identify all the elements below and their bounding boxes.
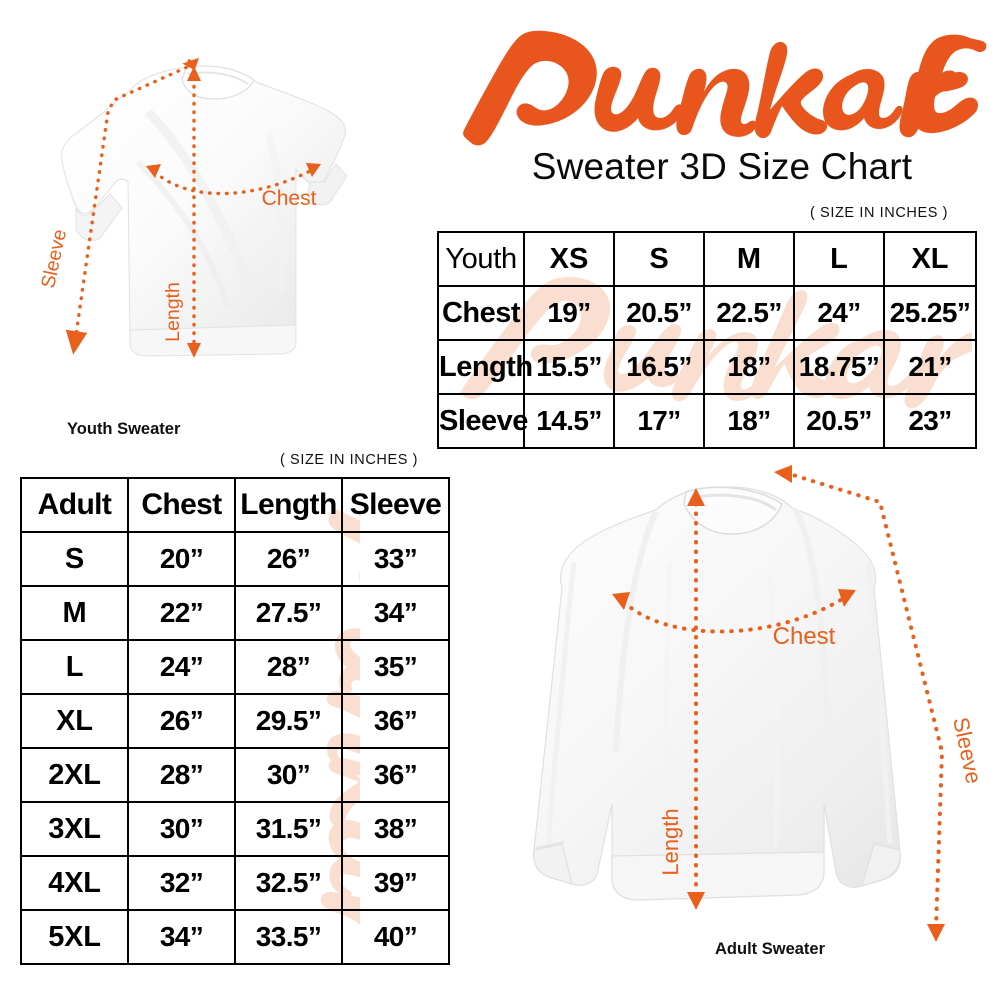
- adult-cell: 34”: [341, 585, 450, 641]
- table-row: 4XL 32” 32.5” 39”: [20, 855, 450, 911]
- youth-units-note: ( SIZE IN INCHES ): [810, 205, 949, 221]
- adult-garment-body: [533, 486, 901, 901]
- adult-row-label: 5XL: [20, 909, 129, 965]
- adult-cell: 38”: [341, 801, 450, 857]
- adult-cell: 29.5”: [234, 693, 343, 749]
- youth-sweater-caption: Youth Sweater: [67, 420, 181, 438]
- youth-cell: 19”: [523, 285, 615, 341]
- table-row: 2XL 28” 30” 36”: [20, 747, 450, 803]
- table-row: M 22” 27.5” 34”: [20, 585, 450, 641]
- youth-col-header: L: [793, 231, 885, 287]
- adult-cell: 32”: [127, 855, 236, 911]
- youth-corner-label: Youth: [437, 231, 525, 287]
- adult-sweater-figure: Length Chest Sleeve: [470, 452, 990, 942]
- adult-cell: 24”: [127, 639, 236, 695]
- table-row: Adult Chest Length Sleeve: [20, 477, 450, 533]
- youth-cell: 18”: [703, 393, 795, 449]
- adult-cell: 27.5”: [234, 585, 343, 641]
- page-title: Sweater 3D Size Chart: [531, 146, 913, 187]
- adult-sweater-caption: Adult Sweater: [715, 940, 826, 958]
- table-row: 3XL 30” 31.5” 38”: [20, 801, 450, 857]
- adult-cell: 28”: [234, 639, 343, 695]
- adult-cell: 33”: [341, 531, 450, 587]
- adult-cell: 30”: [234, 747, 343, 803]
- adult-row-label: 4XL: [20, 855, 129, 911]
- table-row: Youth XS S M L XL: [437, 231, 977, 287]
- adult-cell: 28”: [127, 747, 236, 803]
- adult-cell: 32.5”: [234, 855, 343, 911]
- youth-cell: 24”: [793, 285, 885, 341]
- adult-row-label: 3XL: [20, 801, 129, 857]
- youth-size-table: Youth XS S M L XL Chest 19” 20.5” 22.5” …: [437, 231, 977, 449]
- adult-cell: 36”: [341, 747, 450, 803]
- table-row: XL 26” 29.5” 36”: [20, 693, 450, 749]
- adult-cell: 39”: [341, 855, 450, 911]
- adult-col-header: Chest: [127, 477, 236, 533]
- adult-cell: 20”: [127, 531, 236, 587]
- adult-col-header: Length: [234, 477, 343, 533]
- adult-cell: 33.5”: [234, 909, 343, 965]
- adult-cell: 40”: [341, 909, 450, 965]
- youth-length-measure: Length: [162, 66, 201, 358]
- youth-col-header: M: [703, 231, 795, 287]
- adult-chest-label: Chest: [773, 623, 836, 650]
- table-row: Sleeve 14.5” 17” 18” 20.5” 23”: [437, 393, 977, 449]
- adult-row-label: 2XL: [20, 747, 129, 803]
- adult-cell: 31.5”: [234, 801, 343, 857]
- adult-row-label: M: [20, 585, 129, 641]
- adult-corner-label: Adult: [20, 477, 129, 533]
- youth-sleeve-label: Sleeve: [37, 227, 71, 290]
- youth-row-label: Chest: [437, 285, 525, 341]
- youth-cell: 20.5”: [793, 393, 885, 449]
- youth-cell: 16.5”: [613, 339, 705, 395]
- adult-row-label: L: [20, 639, 129, 695]
- adult-cell: 26”: [127, 693, 236, 749]
- youth-length-label: Length: [162, 282, 184, 342]
- youth-cell: 21”: [883, 339, 977, 395]
- adult-row-label: XL: [20, 693, 129, 749]
- youth-cell: 25.25”: [883, 285, 977, 341]
- table-row: S 20” 26” 33”: [20, 531, 450, 587]
- adult-cell: 30”: [127, 801, 236, 857]
- youth-chest-label: Chest: [262, 187, 317, 210]
- youth-garment-body: [61, 65, 348, 357]
- youth-col-header: XL: [883, 231, 977, 287]
- youth-cell: 23”: [883, 393, 977, 449]
- youth-cell: 22.5”: [703, 285, 795, 341]
- adult-size-table: Adult Chest Length Sleeve S 20” 26” 33” …: [20, 477, 450, 965]
- youth-row-label: Sleeve: [437, 393, 528, 449]
- adult-cell: 26”: [234, 531, 343, 587]
- youth-cell: 20.5”: [613, 285, 705, 341]
- youth-cell: 18.75”: [793, 339, 885, 395]
- brand-logo: [452, 22, 992, 152]
- youth-col-header: XS: [523, 231, 615, 287]
- table-row: Chest 19” 20.5” 22.5” 24” 25.25”: [437, 285, 977, 341]
- table-row: L 24” 28” 35”: [20, 639, 450, 695]
- youth-row-label: Length: [437, 339, 533, 395]
- adult-length-measure: Length: [658, 488, 705, 910]
- youth-chest-measure: Chest: [146, 163, 321, 210]
- youth-cell: 15.5”: [523, 339, 615, 395]
- adult-chest-measure: Chest: [612, 589, 856, 650]
- youth-sweater-figure: Sleeve Length Chest: [18, 42, 418, 407]
- adult-cell: 34”: [127, 909, 236, 965]
- adult-units-note: ( SIZE IN INCHES ): [280, 452, 419, 468]
- adult-length-label: Length: [658, 808, 683, 875]
- adult-cell: 22”: [127, 585, 236, 641]
- youth-cell: 14.5”: [523, 393, 615, 449]
- youth-col-header: S: [613, 231, 705, 287]
- adult-col-header: Sleeve: [341, 477, 450, 533]
- table-row: Length 15.5” 16.5” 18” 18.75” 21”: [437, 339, 977, 395]
- adult-cell: 36”: [341, 693, 450, 749]
- adult-sleeve-label: Sleeve: [948, 715, 986, 786]
- youth-cell: 17”: [613, 393, 705, 449]
- adult-cell: 35”: [341, 639, 450, 695]
- adult-row-label: S: [20, 531, 129, 587]
- table-row: 5XL 34” 33.5” 40”: [20, 909, 450, 965]
- youth-cell: 18”: [703, 339, 795, 395]
